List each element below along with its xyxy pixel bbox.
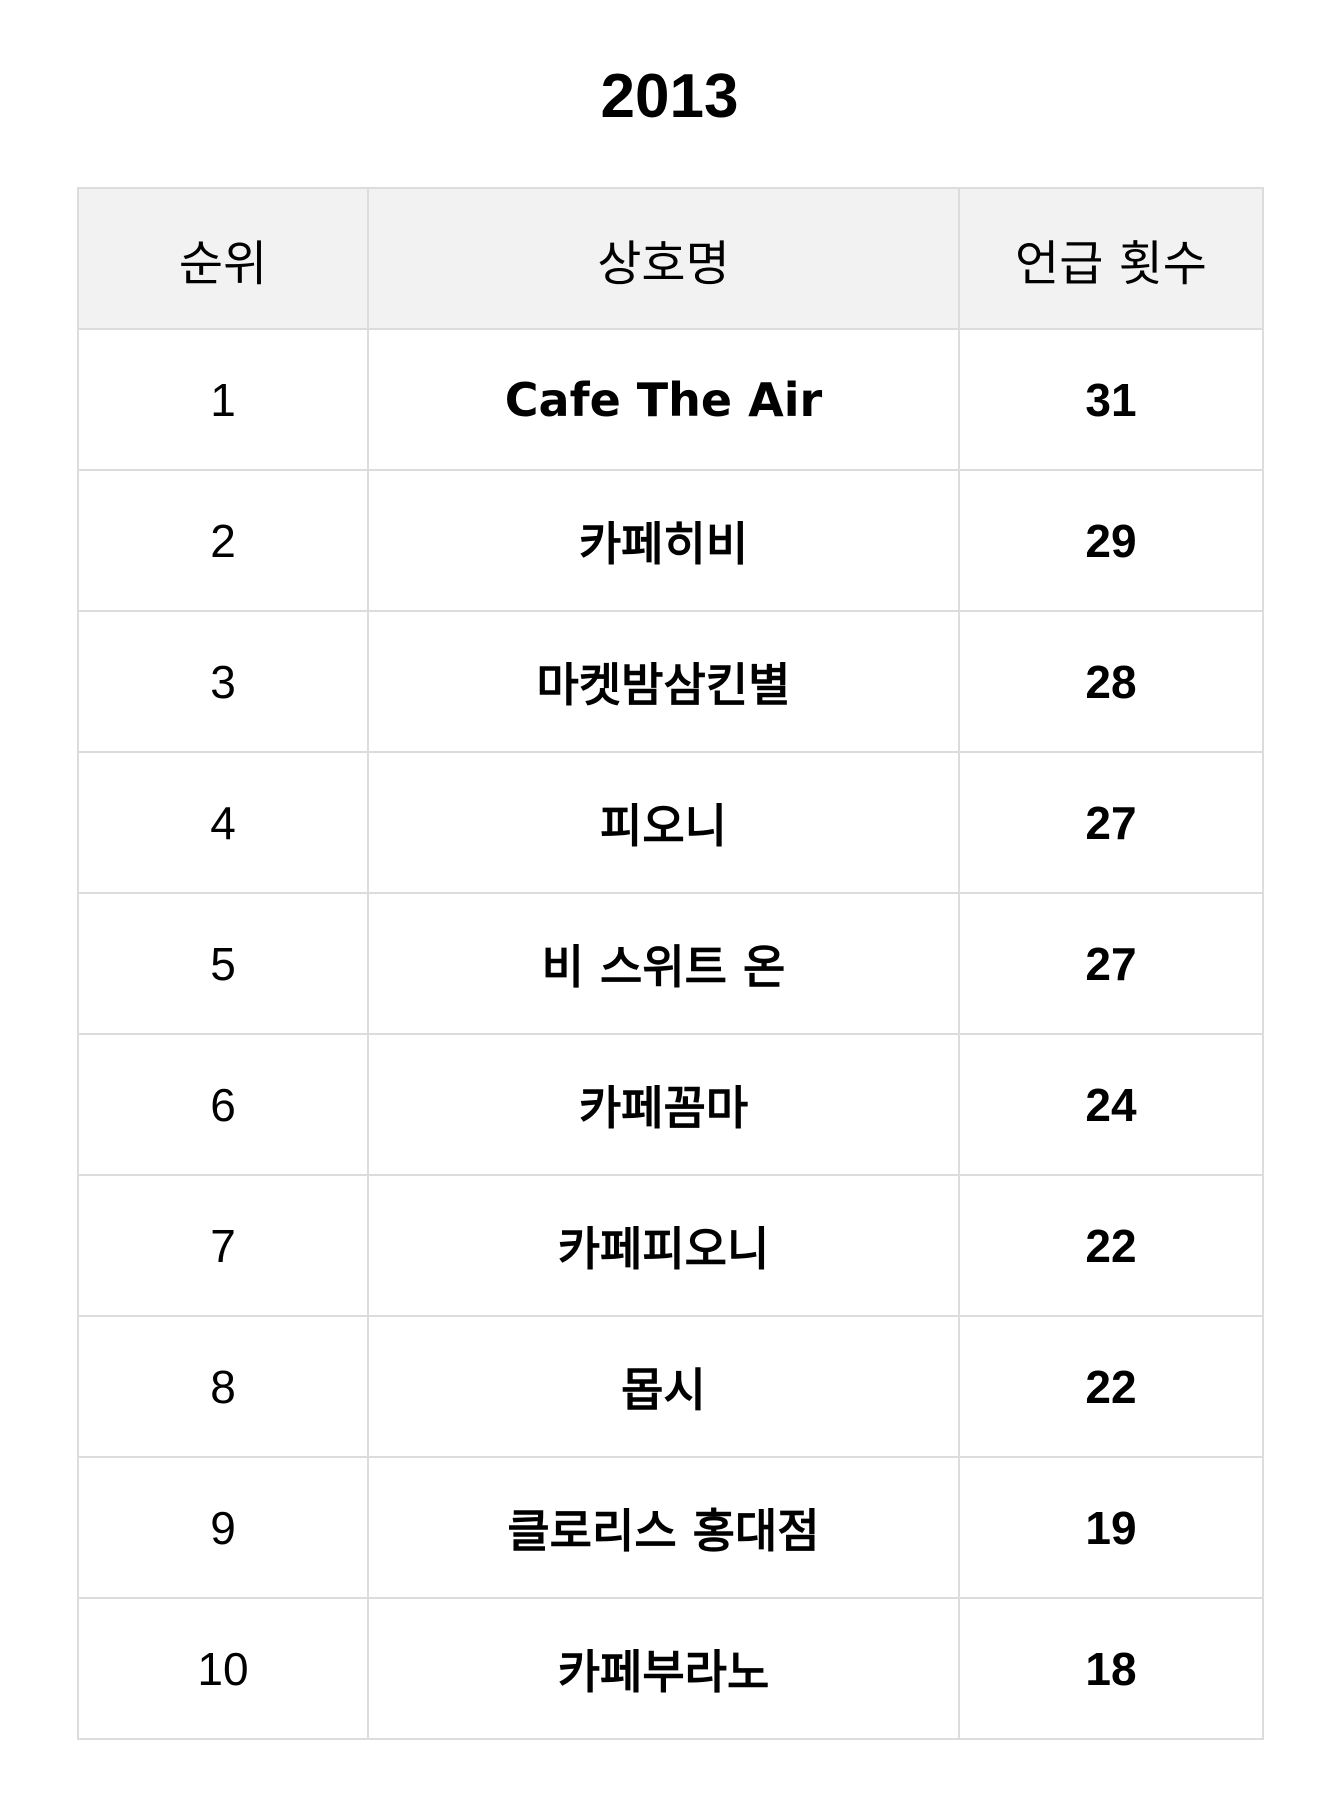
table-row: 7 카페피오니 22 bbox=[77, 1174, 1264, 1317]
rank-cell: 9 bbox=[77, 1456, 369, 1599]
count-cell: 27 bbox=[958, 751, 1264, 894]
rank-cell: 8 bbox=[77, 1315, 369, 1458]
name-cell: 피오니 bbox=[367, 751, 960, 894]
rank-cell: 4 bbox=[77, 751, 369, 894]
count-cell: 19 bbox=[958, 1456, 1264, 1599]
header-name: 상호명 bbox=[367, 187, 960, 330]
name-cell: 클로리스 홍대점 bbox=[367, 1456, 960, 1599]
name-cell: 카페피오니 bbox=[367, 1174, 960, 1317]
name-cell: 카페부라노 bbox=[367, 1597, 960, 1740]
count-cell: 27 bbox=[958, 892, 1264, 1035]
ranking-table: 순위 상호명 언급 횟수 1 Cafe The Air 31 2 카페히비 29… bbox=[77, 187, 1264, 1740]
page-title: 2013 bbox=[600, 62, 739, 131]
table-row: 6 카페꼼마 24 bbox=[77, 1033, 1264, 1176]
table-row: 9 클로리스 홍대점 19 bbox=[77, 1456, 1264, 1599]
header-count: 언급 횟수 bbox=[958, 187, 1264, 330]
table-row: 10 카페부라노 18 bbox=[77, 1597, 1264, 1740]
rank-cell: 10 bbox=[77, 1597, 369, 1740]
table-row: 5 비 스위트 온 27 bbox=[77, 892, 1264, 1035]
table-row: 8 몹시 22 bbox=[77, 1315, 1264, 1458]
name-cell: Cafe The Air bbox=[367, 328, 960, 471]
name-cell: 카페히비 bbox=[367, 469, 960, 612]
table-row: 4 피오니 27 bbox=[77, 751, 1264, 894]
rank-cell: 5 bbox=[77, 892, 369, 1035]
table-row: 3 마켓밤삼킨별 28 bbox=[77, 610, 1264, 753]
count-cell: 18 bbox=[958, 1597, 1264, 1740]
count-cell: 29 bbox=[958, 469, 1264, 612]
table-row: 1 Cafe The Air 31 bbox=[77, 328, 1264, 471]
name-cell: 카페꼼마 bbox=[367, 1033, 960, 1176]
rank-cell: 3 bbox=[77, 610, 369, 753]
rank-cell: 6 bbox=[77, 1033, 369, 1176]
count-cell: 31 bbox=[958, 328, 1264, 471]
rank-cell: 1 bbox=[77, 328, 369, 471]
count-cell: 22 bbox=[958, 1315, 1264, 1458]
header-rank: 순위 bbox=[77, 187, 369, 330]
name-cell: 비 스위트 온 bbox=[367, 892, 960, 1035]
name-cell: 마켓밤삼킨별 bbox=[367, 610, 960, 753]
table-row: 2 카페히비 29 bbox=[77, 469, 1264, 612]
table-header-row: 순위 상호명 언급 횟수 bbox=[77, 187, 1264, 330]
count-cell: 22 bbox=[958, 1174, 1264, 1317]
rank-cell: 7 bbox=[77, 1174, 369, 1317]
name-cell: 몹시 bbox=[367, 1315, 960, 1458]
count-cell: 24 bbox=[958, 1033, 1264, 1176]
rank-cell: 2 bbox=[77, 469, 369, 612]
count-cell: 28 bbox=[958, 610, 1264, 753]
